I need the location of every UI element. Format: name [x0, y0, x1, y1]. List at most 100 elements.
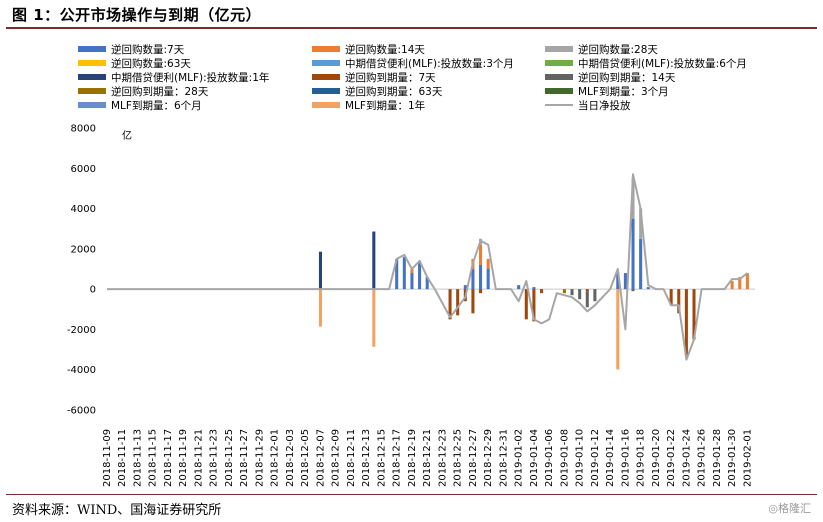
x-tick-label: 2018-12-07 — [315, 429, 326, 487]
x-tick-label: 2018-11-17 — [163, 429, 174, 487]
y-unit-label: 亿 — [122, 129, 132, 142]
y-tick-label: 4000 — [71, 204, 96, 215]
legend-item: 逆回购到期量：14天 — [545, 71, 676, 84]
x-tick-label: 2018-11-23 — [209, 429, 220, 487]
bar-mark — [730, 281, 734, 290]
bar-mark — [639, 208, 643, 239]
legend-label: MLF到期量：3个月 — [578, 86, 669, 98]
bar-mark — [425, 277, 429, 290]
x-tick-label: 2018-12-17 — [392, 429, 403, 487]
legend-item: 逆回购数量:7天 — [78, 43, 185, 56]
x-tick-label: 2019-01-24 — [681, 429, 692, 487]
legend-label: 逆回购数量:14天 — [345, 43, 425, 56]
watermark: ◎格隆汇 — [768, 502, 811, 515]
legend-label: MLF到期量：1年 — [345, 99, 425, 112]
bar-mark — [532, 289, 536, 322]
legend-item: 逆回购到期量：63天 — [312, 85, 443, 98]
legend-label: 中期借贷便利(MLF):投放数量:1年 — [111, 71, 269, 84]
bar-mark — [562, 289, 566, 294]
legend-item: MLF到期量：1年 — [312, 99, 425, 112]
x-tick-label: 2019-01-08 — [559, 429, 570, 487]
legend-label: 逆回购到期量：7天 — [345, 71, 436, 84]
bar-mark — [463, 285, 467, 290]
legend-swatch — [312, 74, 340, 80]
x-tick-label: 2018-12-13 — [361, 429, 372, 487]
bar-mark — [517, 285, 521, 290]
legend-swatch — [78, 102, 106, 108]
x-tick-label: 2019-01-10 — [575, 429, 586, 487]
bar-mark — [631, 218, 635, 290]
legend-swatch — [78, 60, 106, 66]
bar-mark — [479, 289, 483, 294]
x-tick-label: 2019-01-26 — [697, 429, 708, 487]
bar-mark — [402, 256, 406, 290]
bar-mark — [677, 289, 681, 314]
legend-item: 逆回购到期量：28天 — [78, 85, 209, 98]
y-tick-label: -6000 — [67, 406, 96, 417]
x-tick-label: 2019-01-28 — [712, 429, 723, 487]
x-tick-label: 2018-12-05 — [300, 429, 311, 487]
bar-mark — [418, 260, 422, 290]
y-tick-label: -4000 — [67, 365, 96, 376]
x-tick-label: 2018-11-27 — [239, 429, 250, 487]
bar-mark — [578, 289, 582, 300]
legend-label: 当日净投放 — [578, 99, 631, 112]
legend-label: 逆回购到期量：28天 — [111, 85, 209, 98]
bar-mark — [471, 269, 475, 290]
bar-mark — [585, 291, 589, 308]
x-tick-label: 2018-11-11 — [117, 429, 128, 487]
bar-mark — [593, 289, 597, 302]
legend-swatch — [312, 60, 340, 66]
bar-mark — [372, 289, 376, 347]
legend-swatch — [312, 88, 340, 94]
bar-mark — [570, 289, 574, 296]
legend-item: 中期借贷便利(MLF):投放数量:6个月 — [545, 57, 747, 70]
x-tick-label: 2018-12-21 — [422, 429, 433, 487]
bar-mark — [410, 273, 414, 290]
legend-item: 逆回购数量:28天 — [545, 43, 658, 56]
x-tick-label: 2018-11-25 — [224, 429, 235, 487]
x-tick-label: 2019-01-12 — [590, 429, 601, 487]
x-tick-label: 2018-12-23 — [437, 429, 448, 487]
legend-swatch — [545, 88, 573, 94]
x-tick-label: 2018-12-31 — [498, 429, 509, 487]
bar-mark — [395, 258, 399, 290]
legend-swatch — [78, 46, 106, 52]
legend-item: MLF到期量：3个月 — [545, 86, 669, 98]
legend-label: 逆回购到期量：14天 — [578, 71, 676, 84]
chart-net-line — [107, 173, 749, 361]
x-tick-label: 2019-01-30 — [727, 429, 738, 487]
bar-mark — [486, 258, 490, 269]
legend-item: 逆回购数量:14天 — [312, 43, 425, 56]
bar-mark — [372, 231, 376, 290]
legend-swatch — [312, 46, 340, 52]
source-note: 资料来源：WIND、国海证券研究所 — [12, 503, 222, 518]
bar-mark — [639, 238, 643, 290]
footer-divider — [6, 494, 817, 495]
x-tick-label: 2018-11-29 — [254, 429, 265, 487]
legend-item: 逆回购到期量：7天 — [312, 71, 436, 84]
bar-mark — [738, 277, 742, 290]
x-tick-label: 2019-01-06 — [544, 429, 555, 487]
legend-swatch — [545, 74, 573, 80]
legend-swatch — [78, 88, 106, 94]
x-tick-label: 2018-12-19 — [407, 429, 418, 487]
legend-label: 逆回购数量:28天 — [578, 43, 658, 56]
bar-mark — [448, 289, 452, 320]
bar-mark — [745, 273, 749, 290]
bar-mark — [646, 287, 650, 290]
x-tick-label: 2019-01-18 — [636, 429, 647, 487]
chart-axes: -6000 -4000 -2000 0 2000 4000 6000 8000 亿 2018-11… — [67, 124, 755, 487]
bar-mark — [410, 269, 414, 274]
title-divider — [6, 27, 817, 29]
x-tick-label: 2018-12-09 — [331, 429, 342, 487]
x-tick-label: 2019-01-02 — [514, 429, 525, 487]
x-tick-label: 2018-11-15 — [148, 429, 159, 487]
x-tick-label: 2019-02-01 — [742, 429, 753, 487]
x-tick-label: 2018-12-15 — [376, 429, 387, 487]
bar-mark — [616, 273, 620, 290]
bar-mark — [318, 289, 322, 327]
legend-swatch — [545, 60, 573, 66]
x-tick-label: 2018-12-27 — [468, 429, 479, 487]
